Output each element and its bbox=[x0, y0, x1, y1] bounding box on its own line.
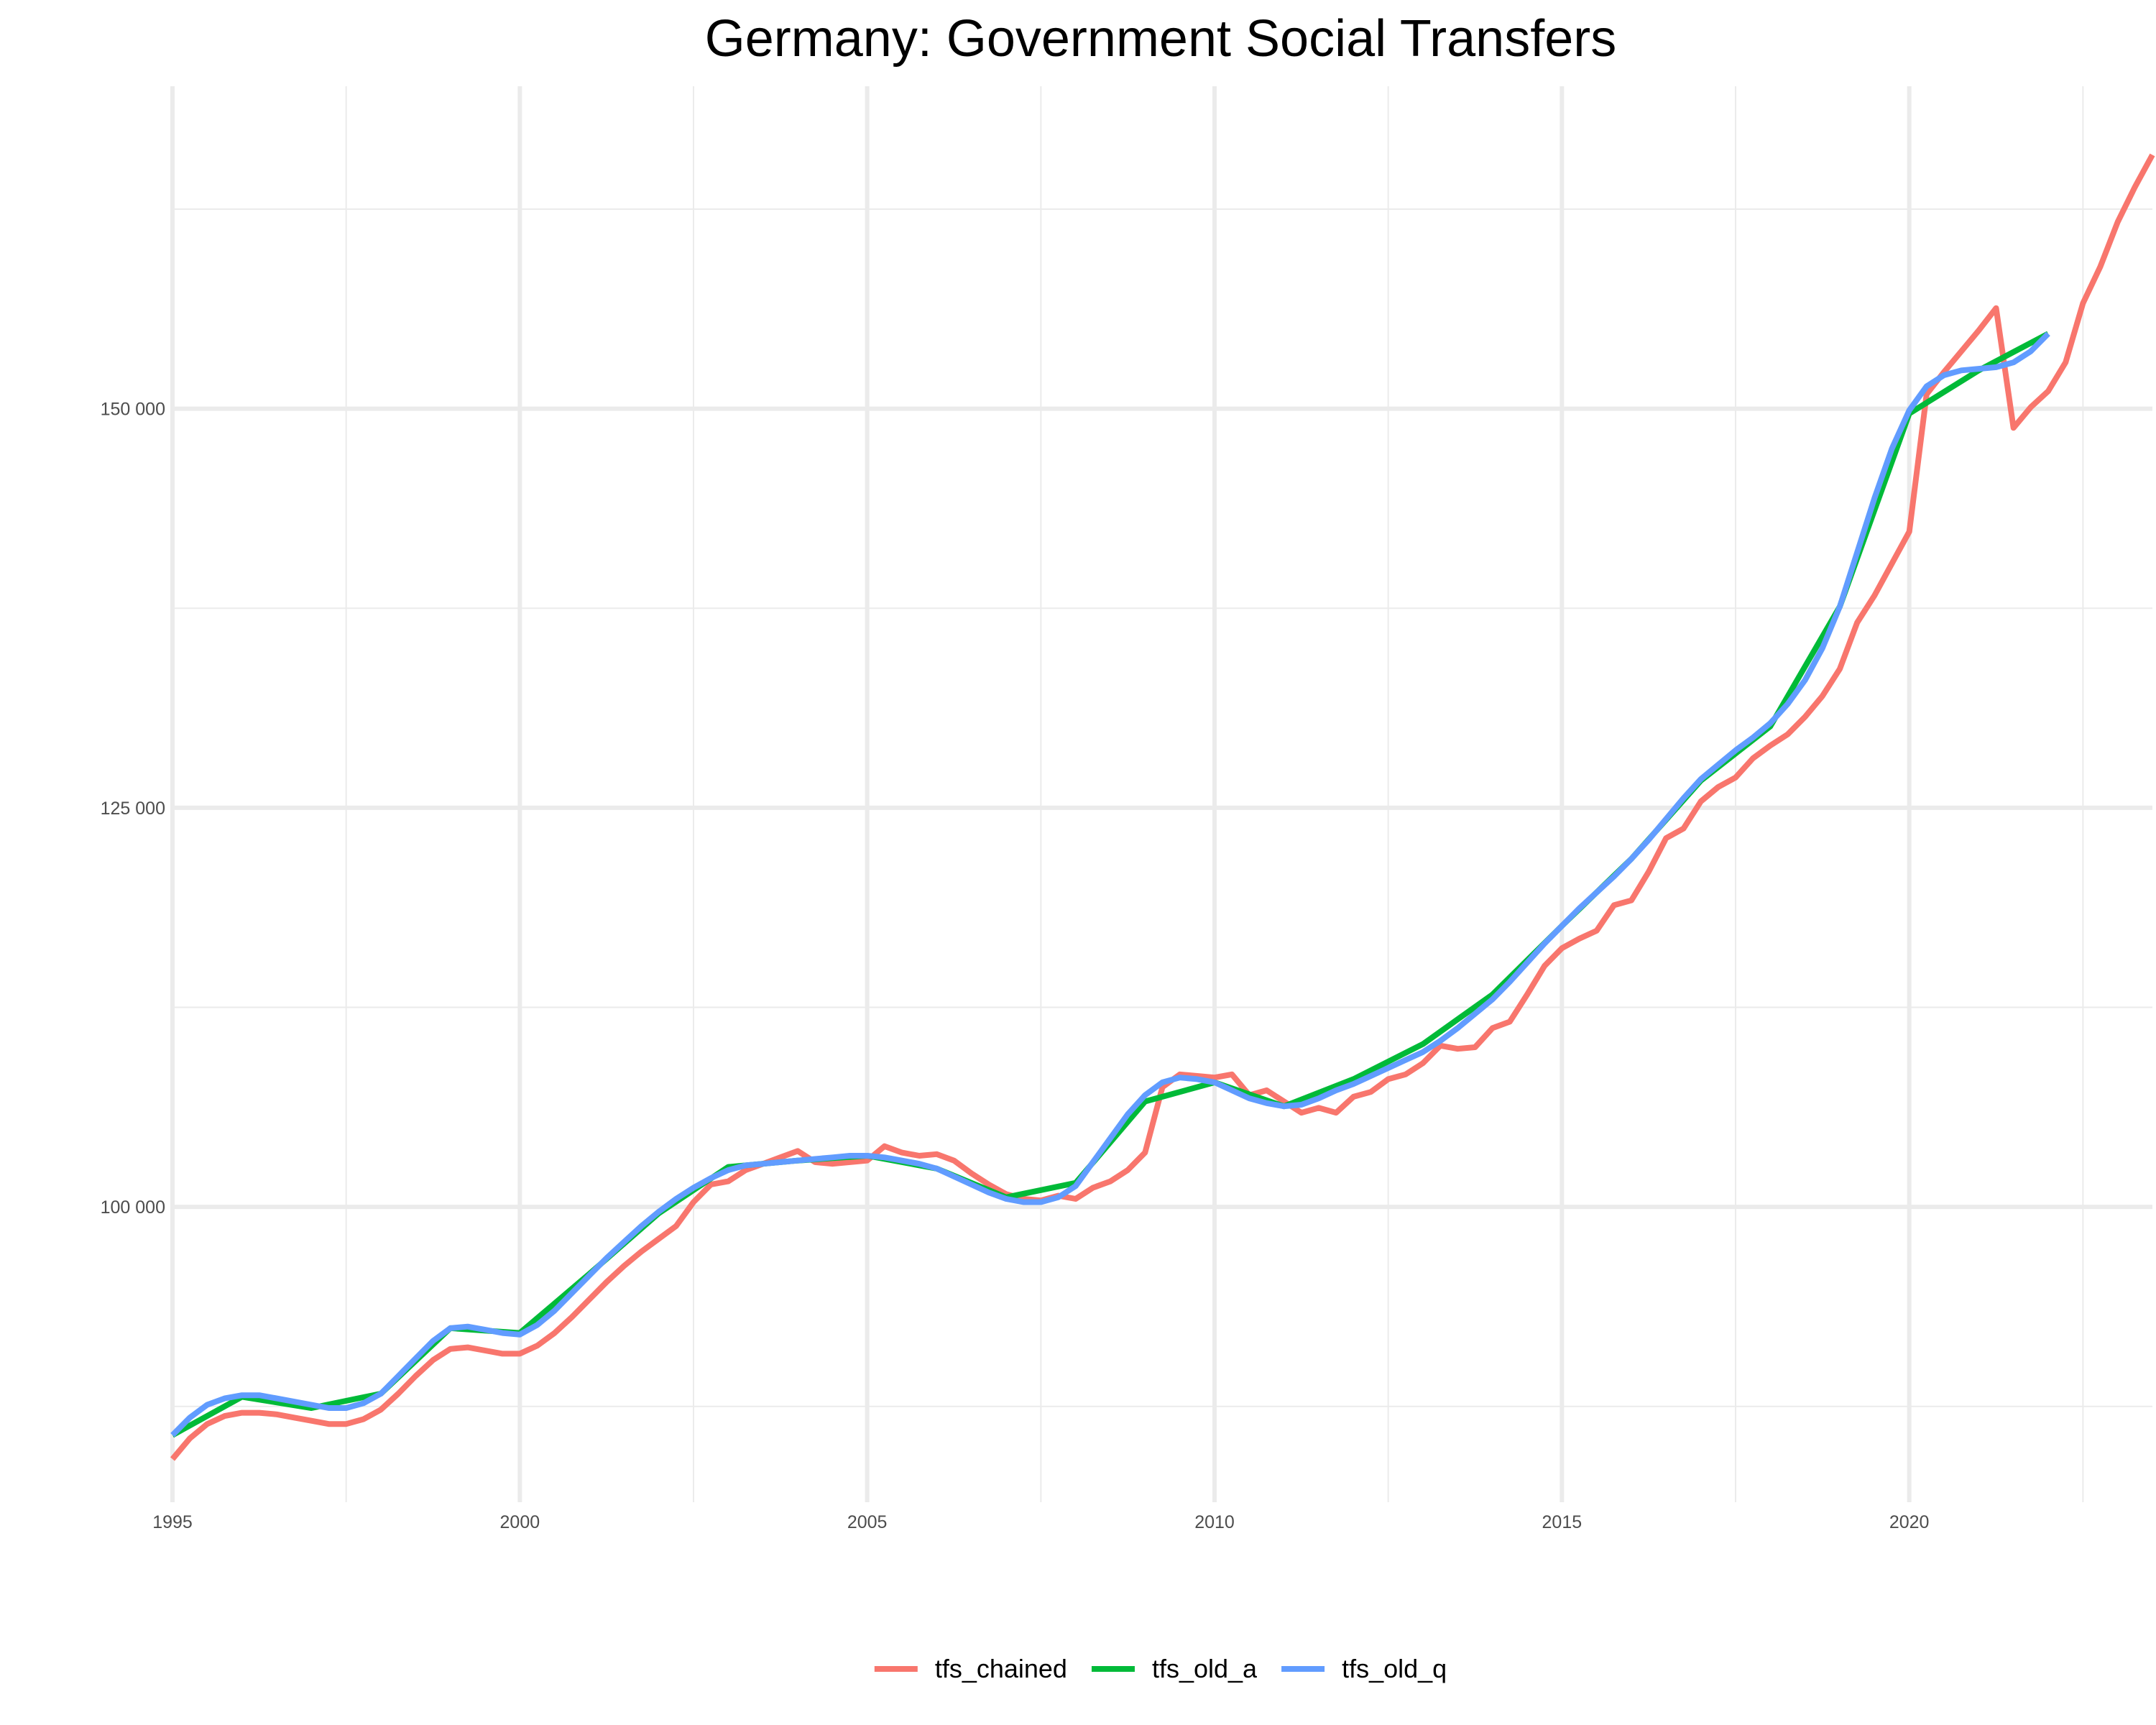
series-line-tfs_chained bbox=[170, 153, 2155, 1461]
y-tick-label: 150 000 bbox=[101, 400, 165, 420]
chart-title: Germany: Government Social Transfers bbox=[705, 10, 1616, 68]
x-axis-tick-labels: 1995 2000 2005 2010 2015 2020 bbox=[152, 1512, 1929, 1532]
x-tick-label: 2000 bbox=[500, 1512, 540, 1532]
y-axis-tick-labels: 100 000 125 000 150 000 bbox=[101, 400, 165, 1218]
series-lines bbox=[170, 153, 2155, 1461]
x-tick-label: 2020 bbox=[1889, 1512, 1930, 1532]
x-tick-label: 1995 bbox=[152, 1512, 193, 1532]
legend-label-tfs_old_q: tfs_old_q bbox=[1342, 1654, 1447, 1683]
legend: tfs_chained tfs_old_a tfs_old_q bbox=[874, 1654, 1447, 1683]
legend-label-tfs_chained: tfs_chained bbox=[935, 1654, 1067, 1683]
minor-gridlines bbox=[172, 86, 2152, 1502]
legend-label-tfs_old_a: tfs_old_a bbox=[1152, 1654, 1258, 1683]
y-tick-label: 100 000 bbox=[101, 1197, 165, 1218]
x-tick-label: 2005 bbox=[847, 1512, 888, 1532]
series-line-tfs_old_q bbox=[170, 331, 2050, 1438]
x-tick-label: 2010 bbox=[1194, 1512, 1235, 1532]
y-tick-label: 125 000 bbox=[101, 799, 165, 819]
major-gridlines bbox=[170, 86, 2152, 1502]
x-tick-label: 2015 bbox=[1542, 1512, 1583, 1532]
